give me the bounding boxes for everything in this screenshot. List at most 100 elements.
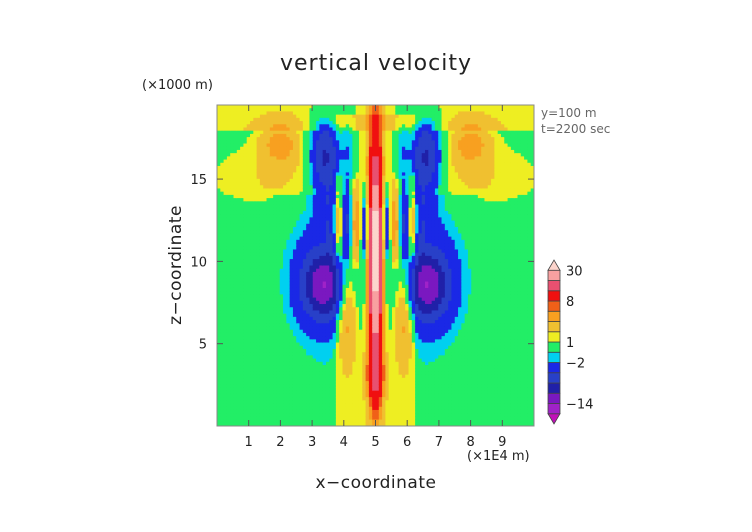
- contour-cell: [289, 355, 294, 360]
- contour-cell: [283, 169, 287, 173]
- contour-cell: [296, 275, 301, 279]
- contour-cell: [372, 137, 376, 141]
- contour-cell: [362, 236, 367, 241]
- contour-cell: [253, 194, 258, 199]
- contour-cell: [273, 201, 277, 206]
- contour-cell: [286, 207, 291, 212]
- contour-cell: [233, 223, 238, 228]
- contour-cell: [256, 307, 261, 311]
- contour-cell: [269, 194, 274, 199]
- contour-cell: [259, 368, 264, 372]
- contour-cell: [233, 111, 238, 116]
- contour-cell: [217, 419, 221, 424]
- contour-cell: [246, 342, 251, 347]
- contour-cell: [319, 323, 324, 327]
- contour-cell: [345, 105, 350, 109]
- contour-cell: [316, 400, 320, 405]
- contour-cell: [352, 355, 357, 360]
- contour-cell: [217, 422, 221, 427]
- contour-cell: [368, 223, 373, 228]
- contour-cell: [289, 194, 294, 199]
- contour-cell: [306, 246, 310, 250]
- contour-cell: [243, 165, 248, 170]
- contour-cell: [220, 182, 225, 186]
- contour-cell: [319, 316, 324, 321]
- contour-cell: [259, 313, 264, 318]
- contour-cell: [299, 130, 304, 135]
- contour-cell: [372, 342, 376, 347]
- contour-cell: [263, 381, 268, 385]
- contour-cell: [335, 413, 340, 417]
- contour-cell: [342, 226, 347, 231]
- contour-cell: [352, 287, 357, 292]
- contour-cell: [362, 165, 367, 170]
- contour-cell: [368, 390, 373, 395]
- contour-cell: [220, 124, 225, 128]
- contour-cell: [286, 287, 291, 292]
- contour-cell: [368, 133, 373, 138]
- contour-cell: [283, 210, 287, 215]
- contour-cell: [332, 185, 337, 189]
- contour-cell: [368, 422, 373, 427]
- contour-cell: [236, 143, 241, 148]
- contour-cell: [372, 403, 376, 408]
- contour-cell: [286, 124, 291, 128]
- contour-cell: [352, 249, 357, 254]
- contour-cell: [266, 390, 271, 395]
- contour-cell: [299, 284, 304, 289]
- contour-cell: [240, 390, 244, 395]
- contour-cell: [306, 124, 310, 128]
- contour-cell: [339, 316, 343, 321]
- contour-cell: [273, 191, 277, 196]
- contour-cell: [325, 413, 330, 417]
- contour-cell: [378, 252, 383, 257]
- contour-cell: [256, 153, 261, 157]
- contour-cell: [279, 188, 284, 193]
- contour-cell: [240, 239, 244, 244]
- contour-cell: [299, 400, 304, 405]
- contour-cell: [309, 323, 314, 327]
- contour-cell: [302, 284, 307, 289]
- contour-cell: [342, 220, 347, 225]
- contour-cell: [246, 390, 251, 395]
- contour-cell: [372, 105, 376, 109]
- contour-cell: [263, 400, 268, 405]
- contour-cell: [325, 111, 330, 116]
- contour-cell: [279, 307, 284, 311]
- contour-cell: [253, 243, 258, 247]
- contour-cell: [302, 230, 307, 234]
- contour-cell: [335, 316, 340, 321]
- contour-cell: [355, 111, 360, 116]
- contour-cell: [358, 226, 363, 231]
- contour-cell: [250, 130, 254, 135]
- contour-cell: [246, 153, 251, 157]
- contour-cell: [240, 352, 244, 356]
- contour-cell: [329, 310, 334, 315]
- contour-cell: [279, 291, 284, 295]
- contour-cell: [342, 178, 347, 183]
- contour-cell: [375, 300, 380, 305]
- contour-cell: [345, 316, 350, 321]
- contour-cell: [362, 371, 367, 376]
- contour-cell: [368, 198, 373, 202]
- contour-cell: [250, 153, 254, 157]
- contour-cell: [352, 300, 357, 305]
- contour-cell: [292, 300, 297, 305]
- contour-cell: [302, 220, 307, 225]
- contour-cell: [342, 345, 347, 350]
- contour-cell: [322, 198, 327, 202]
- contour-cell: [319, 201, 324, 206]
- contour-cell: [362, 207, 367, 212]
- contour-cell: [236, 153, 241, 157]
- contour-cell: [223, 268, 228, 273]
- contour-cell: [302, 149, 307, 154]
- contour-cell: [253, 342, 258, 347]
- contour-cell: [316, 284, 320, 289]
- contour-cell: [223, 300, 228, 305]
- contour-cell: [349, 348, 353, 353]
- contour-cell: [230, 252, 235, 257]
- contour-cell: [329, 108, 334, 112]
- contour-cell: [349, 384, 353, 388]
- contour-cell: [240, 194, 244, 199]
- contour-cell: [226, 403, 231, 408]
